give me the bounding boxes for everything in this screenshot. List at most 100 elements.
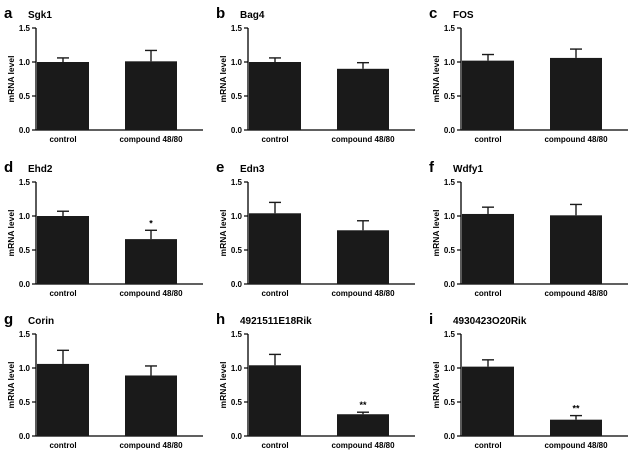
y-tick-label: 0.0 [19, 126, 31, 135]
y-tick-label: 1.5 [19, 330, 31, 339]
bar [337, 68, 389, 130]
panel-c: c FOS 0.0 0.5 1.0 1.5 mRNA level control compoun… [429, 5, 628, 144]
category-label: compound 48/80 [331, 441, 395, 450]
category-label: control [474, 135, 501, 144]
y-tick-label: 0.5 [19, 398, 31, 407]
y-axis-label: mRNA level [431, 56, 441, 103]
panel-letter: g [4, 311, 13, 328]
bar [125, 239, 177, 284]
y-tick-label: 1.0 [444, 58, 456, 67]
y-tick-label: 0.0 [19, 432, 31, 441]
bar [462, 366, 514, 436]
y-tick-label: 0.5 [444, 246, 456, 255]
category-label: control [261, 289, 288, 298]
y-tick-label: 1.5 [231, 330, 243, 339]
gene-title: Ehd2 [28, 164, 53, 175]
panel-letter: b [216, 5, 225, 22]
panel-letter: c [429, 5, 437, 22]
y-tick-label: 0.5 [231, 92, 243, 101]
bar [37, 363, 89, 436]
bar [462, 60, 514, 130]
category-label: control [49, 441, 76, 450]
y-tick-label: 1.0 [444, 212, 456, 221]
y-tick-label: 1.5 [444, 178, 456, 187]
y-tick-label: 1.5 [444, 330, 456, 339]
y-tick-label: 1.0 [19, 364, 31, 373]
y-tick-label: 0.5 [231, 398, 243, 407]
bar [249, 365, 301, 436]
category-label: control [474, 289, 501, 298]
y-tick-label: 1.0 [231, 364, 243, 373]
y-tick-label: 1.0 [19, 212, 31, 221]
gene-title: Bag4 [240, 10, 265, 21]
category-label: compound 48/80 [331, 135, 395, 144]
panel-letter: a [4, 5, 13, 22]
y-tick-label: 1.0 [444, 364, 456, 373]
y-tick-label: 0.0 [444, 126, 456, 135]
bar [550, 57, 602, 130]
gene-title: 4921511E18Rik [240, 316, 312, 327]
y-tick-label: 1.5 [19, 178, 31, 187]
significance-mark: * [149, 218, 153, 228]
y-tick-label: 0.0 [231, 280, 243, 289]
y-tick-label: 0.5 [231, 246, 243, 255]
panel-b: b Bag4 0.0 0.5 1.0 1.5 mRNA level control compou… [216, 5, 415, 144]
bar [337, 414, 389, 436]
y-axis-label: mRNA level [6, 210, 16, 257]
category-label: compound 48/80 [119, 135, 183, 144]
panel-letter: d [4, 159, 13, 176]
gene-title: Corin [28, 316, 54, 327]
category-label: compound 48/80 [544, 289, 608, 298]
y-tick-label: 0.5 [19, 92, 31, 101]
y-axis-label: mRNA level [218, 362, 228, 409]
bar [550, 419, 602, 436]
y-tick-label: 0.0 [231, 126, 243, 135]
y-axis-label: mRNA level [218, 56, 228, 103]
y-tick-label: 0.0 [231, 432, 243, 441]
significance-mark: ** [572, 404, 580, 414]
panel-letter: f [429, 159, 435, 176]
y-tick-label: 1.5 [19, 24, 31, 33]
gene-title: FOS [453, 10, 474, 21]
panel-h: h 4921511E18Rik 0.0 0.5 1.0 1.5 mRNA level cont… [216, 311, 415, 450]
category-label: control [261, 135, 288, 144]
bar [125, 375, 177, 436]
y-tick-label: 1.0 [231, 212, 243, 221]
bar [37, 62, 89, 130]
y-tick-label: 1.5 [231, 24, 243, 33]
panel-d: d Ehd2 0.0 0.5 1.0 1.5 mRNA level control compou… [4, 159, 203, 298]
bar [249, 62, 301, 130]
y-tick-label: 0.5 [444, 398, 456, 407]
y-tick-label: 1.5 [231, 178, 243, 187]
y-axis-label: mRNA level [431, 210, 441, 257]
panel-a: a Sgk1 0.0 0.5 1.0 1.5 mRNA level control compou… [4, 5, 203, 144]
y-tick-label: 0.0 [444, 432, 456, 441]
bar [125, 61, 177, 130]
y-tick-label: 0.0 [444, 280, 456, 289]
y-tick-label: 1.0 [19, 58, 31, 67]
bar [337, 230, 389, 284]
category-label: control [474, 441, 501, 450]
y-axis-label: mRNA level [431, 362, 441, 409]
y-tick-label: 1.5 [444, 24, 456, 33]
category-label: compound 48/80 [119, 289, 183, 298]
gene-title: Sgk1 [28, 10, 52, 21]
bar [249, 213, 301, 284]
bar [462, 213, 514, 284]
y-axis-label: mRNA level [6, 362, 16, 409]
y-tick-label: 0.0 [19, 280, 31, 289]
category-label: control [49, 289, 76, 298]
y-axis-label: mRNA level [6, 56, 16, 103]
category-label: compound 48/80 [544, 135, 608, 144]
panel-f: f Wdfy1 0.0 0.5 1.0 1.5 mRNA level control compo… [429, 159, 628, 298]
category-label: compound 48/80 [119, 441, 183, 450]
gene-title: 4930423O20Rik [453, 316, 527, 327]
panel-e: e Edn3 0.0 0.5 1.0 1.5 mRNA level control compou… [216, 159, 415, 298]
y-tick-label: 0.5 [19, 246, 31, 255]
y-tick-label: 1.0 [231, 58, 243, 67]
panel-letter: i [429, 311, 433, 328]
category-label: control [49, 135, 76, 144]
panel-g: g Corin 0.0 0.5 1.0 1.5 mRNA level control compo… [4, 311, 203, 450]
panel-letter: h [216, 311, 225, 328]
